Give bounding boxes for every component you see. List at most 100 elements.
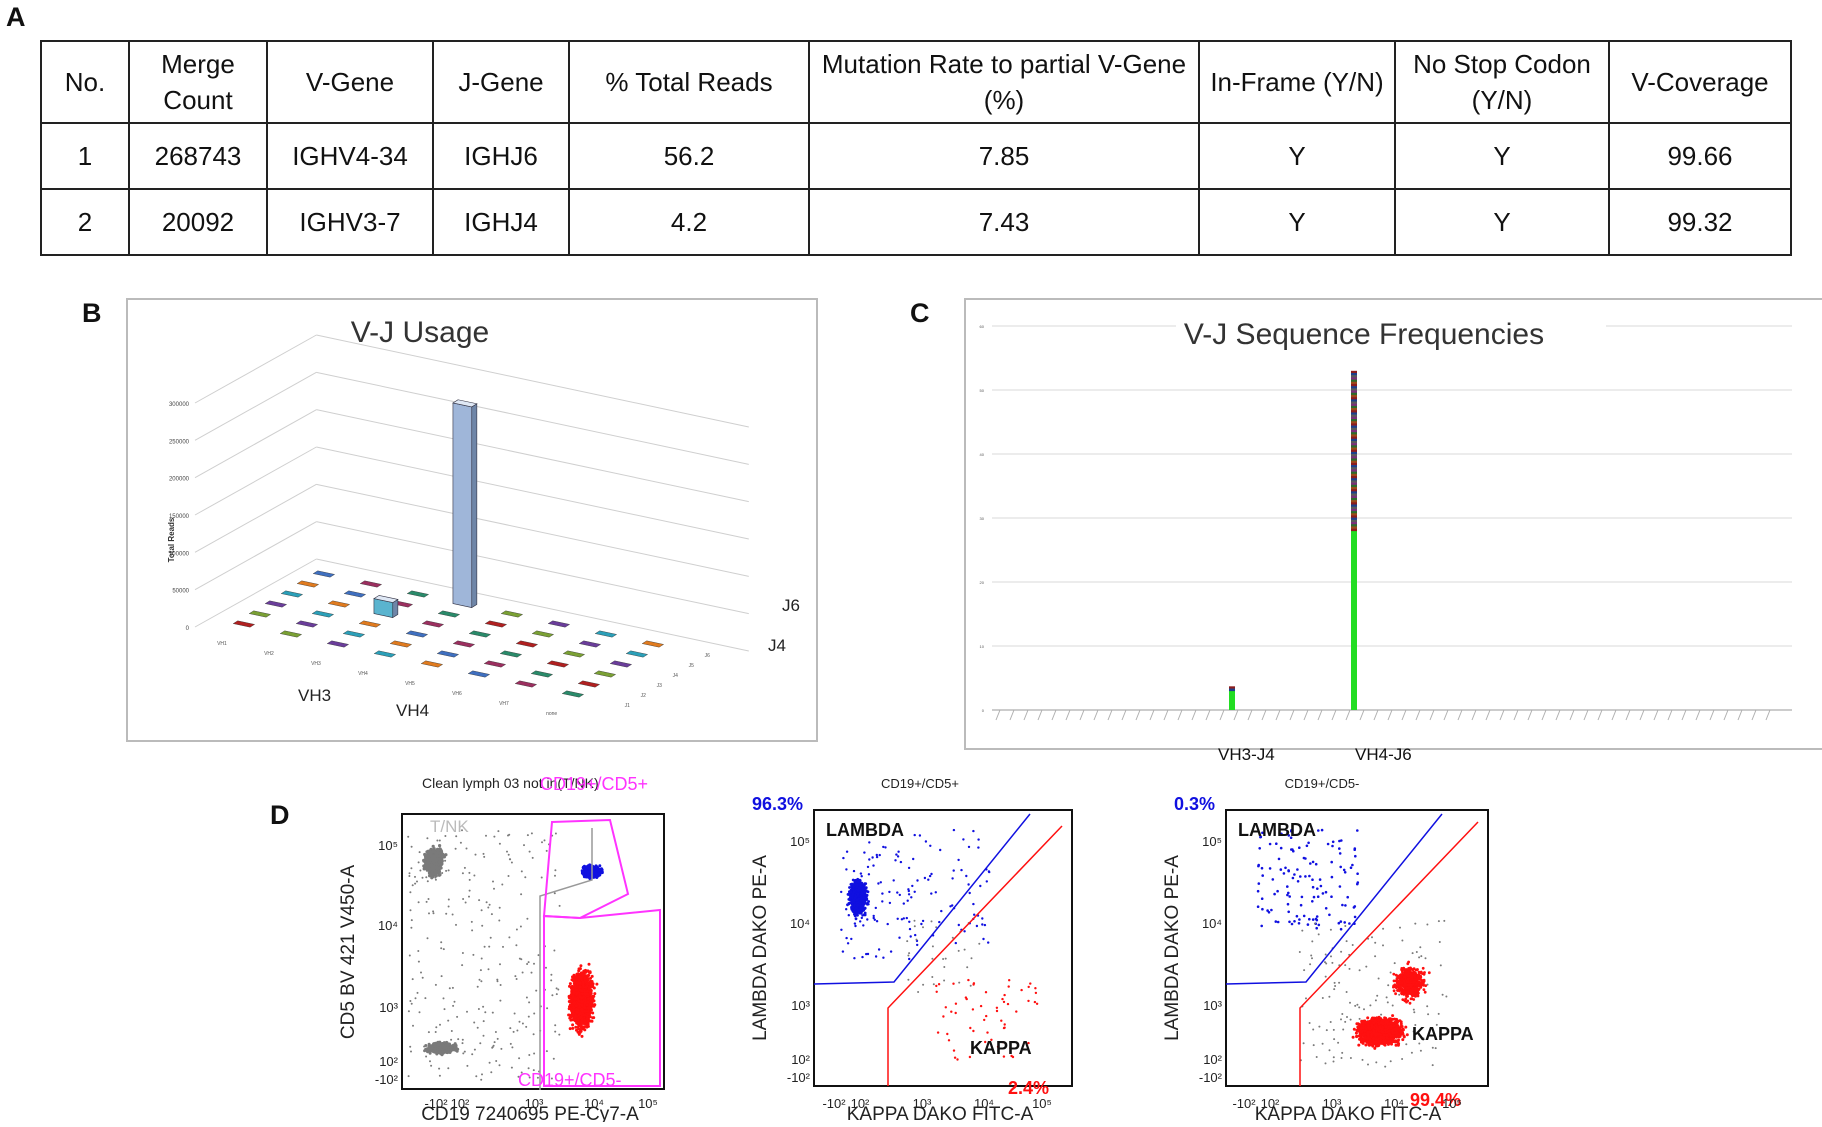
flow3-event-dots xyxy=(1256,828,1448,1068)
y-tick-label: 100000 xyxy=(169,551,190,557)
flow2-ytick: -10² xyxy=(787,1070,811,1085)
x-tick-mark xyxy=(1401,709,1407,721)
floor-bar xyxy=(406,590,430,598)
cell: Y xyxy=(1198,122,1396,190)
x-tick-mark xyxy=(1681,709,1687,721)
flow3-ytick: 10⁴ xyxy=(1202,916,1222,931)
floor-bar xyxy=(452,640,476,648)
x-tick-mark xyxy=(1037,709,1043,721)
x-tick-mark xyxy=(1457,709,1463,721)
vj-usage-chart: V-J Usage 0 50000 100000 150000 200000 250000… xyxy=(126,298,818,742)
flow3-y-axis-label: LAMBDA DAKO PE-A xyxy=(1162,855,1183,1041)
flow1-xtick: 10² xyxy=(451,1096,470,1111)
flow1-gate-cd5neg xyxy=(543,908,661,1087)
x-tick-mark xyxy=(1345,709,1351,721)
cell: IGHV3-7 xyxy=(266,188,434,256)
flow2-kappa-pct: 2.4% xyxy=(1008,1078,1049,1098)
floor-bar xyxy=(547,620,571,628)
gridline xyxy=(194,371,317,441)
results-table: No. Merge Count V-Gene J-Gene % Total Re… xyxy=(40,40,1792,256)
floor-bar xyxy=(343,590,367,598)
floor-bar xyxy=(358,620,382,628)
floor-bar xyxy=(500,610,524,618)
y-tick-label: 0 xyxy=(982,708,985,713)
th-merge-count: Merge Count xyxy=(128,40,268,124)
x-tick-mark xyxy=(1331,709,1337,721)
gridline xyxy=(194,334,317,404)
table-row: 2 20092 IGHV3-7 IGHJ4 4.2 7.43 Y Y 99.32 xyxy=(40,188,1792,256)
floor-bar xyxy=(436,650,460,658)
x-tick-mark xyxy=(1471,709,1477,721)
floor-bar xyxy=(594,630,618,638)
flow1-title: Clean lymph 03 not in(T/NK) xyxy=(422,775,599,791)
flow1-tnk-label: T/NK xyxy=(430,817,469,836)
flow2-ytick: 10³ xyxy=(791,998,810,1013)
vj-usage-floor xyxy=(232,570,665,698)
x-category-label: VH3 xyxy=(311,661,321,667)
x-tick-mark xyxy=(1709,709,1715,721)
x-tick-mark xyxy=(1373,709,1379,721)
flow2-ytick: 10⁴ xyxy=(790,916,810,931)
gridline xyxy=(316,521,749,615)
x-tick-mark xyxy=(1639,709,1645,721)
floor-bar xyxy=(420,660,444,668)
floor-bar xyxy=(295,620,319,628)
x-tick-mark xyxy=(1415,709,1421,721)
th-v-gene: V-Gene xyxy=(266,40,434,124)
flow1-xtick: 10⁴ xyxy=(584,1096,604,1111)
x-tick-mark xyxy=(1751,709,1757,721)
flow3-x-ticks: -10² 10² 10³ 10⁴ 10⁵ xyxy=(1232,1096,1461,1111)
flow2-ytick: 10⁵ xyxy=(790,834,810,849)
x-tick-mark xyxy=(1219,709,1225,721)
floor-bar xyxy=(641,640,665,648)
vj-usage-label-j6: J6 xyxy=(782,596,800,615)
table-row: 1 268743 IGHV4-34 IGHJ6 56.2 7.85 Y Y 99… xyxy=(40,122,1792,190)
th-v-coverage: V-Coverage xyxy=(1608,40,1792,124)
y-tick-label: 10 xyxy=(980,644,985,649)
flow3-title: CD19+/CD5- xyxy=(1285,776,1360,791)
cell: 2 xyxy=(40,188,130,256)
y-tick-label: 0 xyxy=(186,626,190,632)
y-tick-label: 60 xyxy=(980,324,985,329)
panel-label-c: C xyxy=(910,298,930,328)
floor-bar xyxy=(483,660,507,668)
floor-bar xyxy=(530,670,554,678)
floor-bar xyxy=(232,620,256,628)
th-mutation-rate: Mutation Rate to partial V-Gene (%) xyxy=(808,40,1200,124)
x-tick-mark xyxy=(1555,709,1561,721)
vj-frequencies-gridlines xyxy=(992,325,1792,711)
x-tick-mark xyxy=(1611,709,1617,721)
y-tick-label: 50000 xyxy=(172,589,189,595)
floor-bar xyxy=(468,630,492,638)
flow3-lambda-gate xyxy=(1225,813,1443,985)
vj-usage-bars xyxy=(373,399,478,619)
flow2-xtick: 10² xyxy=(851,1096,870,1111)
floor-bar xyxy=(562,650,586,658)
flow3-x-axis-label: KAPPA DAKO FITC-A xyxy=(1255,1104,1442,1122)
floor-bar xyxy=(515,640,539,648)
floor-bar xyxy=(531,630,555,638)
flow1-event-dots xyxy=(407,829,604,1081)
cell: Y xyxy=(1394,122,1610,190)
x-tick-mark xyxy=(1359,709,1365,721)
x-tick-mark xyxy=(1387,709,1393,721)
x-tick-mark xyxy=(1177,709,1183,721)
floor-bar xyxy=(264,600,288,608)
x-tick-mark xyxy=(1667,709,1673,721)
flow1-xtick: 10⁵ xyxy=(638,1096,658,1111)
flow2-xtick: 10³ xyxy=(913,1096,932,1111)
flow2-kappa-gate xyxy=(887,825,1063,1086)
x-tick-mark xyxy=(995,709,1001,721)
x-tick-mark xyxy=(1303,709,1309,721)
th-no: No. xyxy=(40,40,130,124)
x-tick-mark xyxy=(1317,709,1323,721)
j-category-label: J5 xyxy=(689,663,695,669)
population-cd5neg-gray xyxy=(423,1040,460,1057)
flow1-ytick: 10⁵ xyxy=(378,838,398,853)
x-tick-mark xyxy=(1079,709,1085,721)
cell: 7.43 xyxy=(808,188,1200,256)
floor-bar xyxy=(327,600,351,608)
th-no-stop-codon: No Stop Codon (Y/N) xyxy=(1394,40,1610,124)
y-tick-label: 300000 xyxy=(169,402,190,408)
flow-plot-cd19-cd5: Clean lymph 03 not in(T/NK) CD19+/CD5+ T… xyxy=(330,770,690,1122)
